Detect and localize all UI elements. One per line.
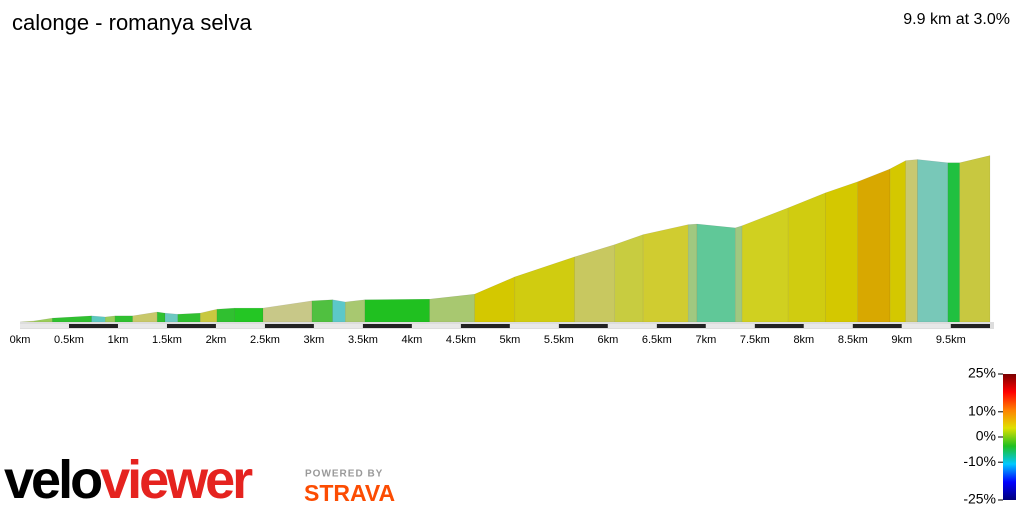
x-tick-label: 6.5km bbox=[642, 334, 672, 346]
x-tick-label: 2.5km bbox=[250, 334, 280, 346]
profile-segment bbox=[364, 298, 430, 323]
x-tick-label: 0km bbox=[10, 334, 31, 346]
logo-part: viewer bbox=[100, 450, 253, 510]
base-tick-band bbox=[705, 324, 755, 328]
base-tick-band bbox=[117, 324, 167, 328]
base-tick-band bbox=[460, 324, 510, 328]
x-tick-label: 4.5km bbox=[446, 334, 476, 346]
profile-segment bbox=[19, 320, 35, 323]
profile-segment bbox=[234, 307, 264, 323]
legend-label: -25% bbox=[963, 491, 996, 507]
profile-segment bbox=[857, 168, 891, 323]
profile-segment bbox=[735, 225, 743, 323]
profile-segment bbox=[614, 234, 644, 323]
profile-segment bbox=[574, 244, 615, 323]
x-tick-label: 9.5km bbox=[936, 334, 966, 346]
profile-segment bbox=[687, 223, 698, 323]
chart-title: calonge - romanya selva bbox=[12, 10, 252, 35]
profile-segment bbox=[34, 317, 53, 323]
x-tick-label: 4km bbox=[402, 334, 423, 346]
legend-label: 0% bbox=[976, 428, 996, 444]
base-tick-band bbox=[950, 324, 990, 328]
base-tick-band bbox=[754, 324, 804, 328]
x-tick-label: 1km bbox=[108, 334, 129, 346]
powered-by: POWERED BY bbox=[305, 469, 383, 480]
strava-logo: STRAVA bbox=[304, 480, 395, 506]
base-tick-band bbox=[901, 324, 951, 328]
x-tick-label: 3.5km bbox=[348, 334, 378, 346]
base-tick-band bbox=[313, 324, 363, 328]
profile-segment bbox=[889, 160, 906, 323]
legend-label: 10% bbox=[968, 403, 996, 419]
base-tick-band bbox=[215, 324, 265, 328]
x-tick-label: 1.5km bbox=[152, 334, 182, 346]
profile-segment bbox=[741, 207, 789, 323]
profile-segment bbox=[642, 224, 689, 323]
profile-segment bbox=[947, 162, 960, 323]
profile-segment bbox=[114, 315, 133, 323]
profile-segment bbox=[311, 299, 333, 323]
legend-gradient bbox=[1003, 374, 1016, 500]
profile-segment bbox=[696, 223, 736, 323]
profile-segment bbox=[132, 311, 158, 323]
x-tick-label: 8km bbox=[793, 334, 814, 346]
profile-segment bbox=[262, 300, 313, 323]
profile-segment bbox=[332, 299, 346, 323]
legend-label: -10% bbox=[963, 453, 996, 469]
x-tick-label: 2km bbox=[206, 334, 227, 346]
x-tick-label: 5km bbox=[500, 334, 521, 346]
profile-segment bbox=[474, 276, 516, 323]
x-tick-label: 5.5km bbox=[544, 334, 574, 346]
profile-segment bbox=[429, 293, 475, 323]
profile-segment bbox=[917, 159, 949, 323]
profile-segment bbox=[104, 315, 116, 323]
x-tick-label: 7.5km bbox=[740, 334, 770, 346]
x-tick-label: 0.5km bbox=[54, 334, 84, 346]
base-tick-band bbox=[362, 324, 412, 328]
legend-label: 25% bbox=[968, 365, 996, 381]
base-tick-band bbox=[411, 324, 461, 328]
base-tick-band bbox=[803, 324, 853, 328]
profile-segment bbox=[177, 312, 201, 323]
profile-segment bbox=[164, 312, 178, 323]
profile-segment bbox=[345, 299, 366, 323]
base-tick-band bbox=[20, 324, 69, 328]
logo-part: velo bbox=[4, 450, 101, 510]
x-tick-label: 8.5km bbox=[838, 334, 868, 346]
chart-subtitle: 9.9 km at 3.0% bbox=[903, 11, 1010, 28]
profile-segment bbox=[787, 192, 826, 323]
profile-segment bbox=[959, 155, 991, 323]
base-tick-band bbox=[509, 324, 559, 328]
profile-segment bbox=[905, 159, 918, 323]
profile-segment bbox=[825, 181, 858, 323]
base-tick-band bbox=[852, 324, 902, 328]
logo: veloviewer bbox=[4, 450, 253, 510]
x-tick-label: 7km bbox=[695, 334, 716, 346]
profile-segment bbox=[514, 256, 575, 323]
profile-segment bbox=[216, 307, 235, 323]
profile-segment bbox=[91, 315, 106, 323]
base-tick-band bbox=[607, 324, 657, 328]
base-tick-band bbox=[166, 324, 216, 328]
x-tick-label: 6km bbox=[597, 334, 618, 346]
x-tick-label: 3km bbox=[304, 334, 325, 346]
base-tick-band bbox=[68, 324, 118, 328]
x-tick-label: 9km bbox=[891, 334, 912, 346]
base-tick-band bbox=[558, 324, 608, 328]
profile-segment bbox=[52, 315, 92, 323]
base-tick-band bbox=[264, 324, 314, 328]
base-tick-band bbox=[656, 324, 706, 328]
profile-segment bbox=[200, 308, 218, 323]
profile-segment bbox=[156, 311, 166, 323]
